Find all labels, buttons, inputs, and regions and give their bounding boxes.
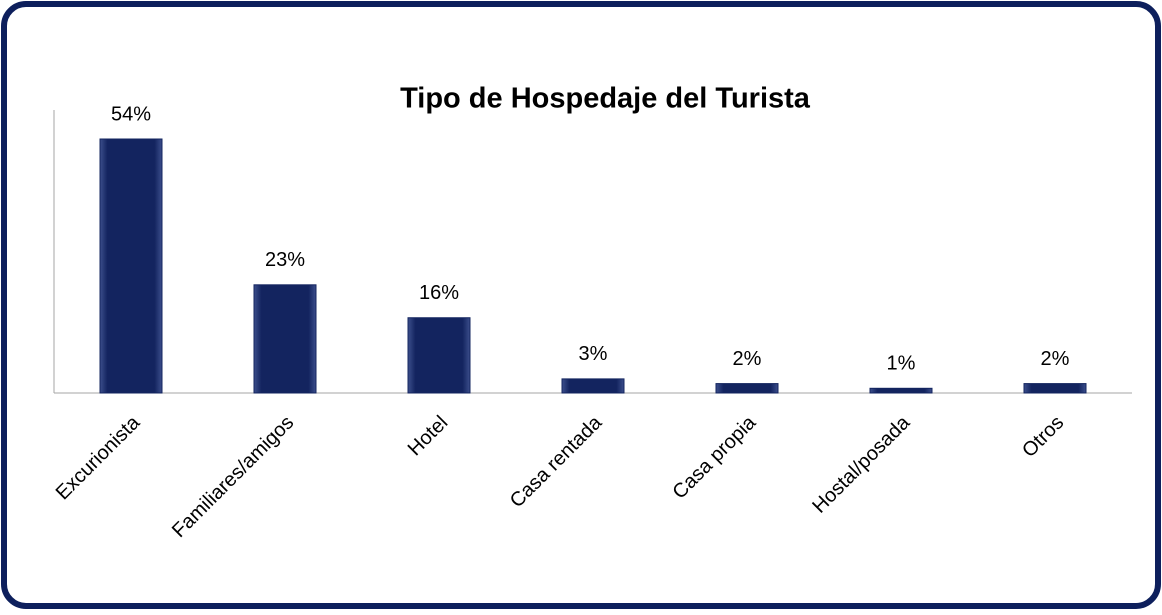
value-label: 2% (733, 348, 762, 370)
bar (869, 387, 933, 394)
bar (99, 138, 163, 394)
value-label: 16% (419, 282, 459, 304)
value-label: 23% (265, 249, 305, 271)
value-label: 1% (887, 353, 916, 375)
value-label: 2% (1041, 348, 1070, 370)
bar (561, 378, 625, 394)
chart-title: Tipo de Hospedaje del Turista (400, 83, 811, 115)
bar (407, 317, 471, 394)
value-label: 54% (111, 103, 151, 125)
value-label: 3% (579, 343, 608, 365)
bar (715, 383, 779, 394)
bar (1023, 383, 1087, 394)
bar (253, 284, 317, 394)
